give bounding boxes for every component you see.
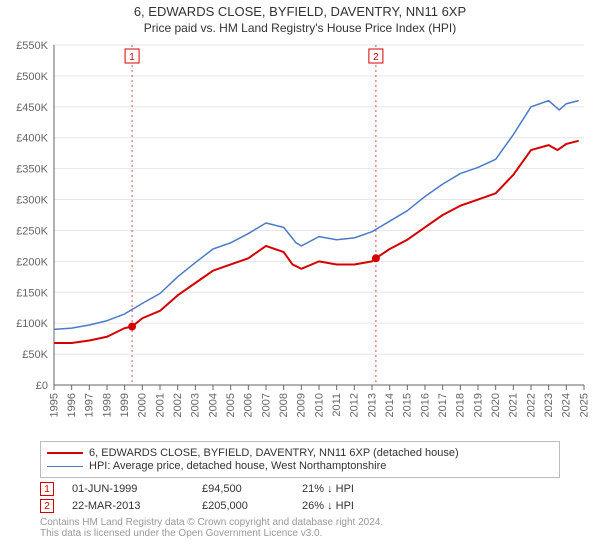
svg-text:2021: 2021	[508, 393, 520, 417]
svg-text:2019: 2019	[472, 393, 484, 417]
svg-text:2010: 2010	[313, 393, 325, 417]
svg-text:£100K: £100K	[16, 318, 48, 330]
svg-text:2007: 2007	[260, 393, 272, 417]
svg-text:2015: 2015	[402, 393, 414, 417]
svg-text:£550K: £550K	[16, 40, 48, 52]
svg-text:2: 2	[373, 52, 379, 63]
page-subtitle: Price paid vs. HM Land Registry's House …	[0, 21, 600, 35]
legend-label: 6, EDWARDS CLOSE, BYFIELD, DAVENTRY, NN1…	[89, 447, 459, 459]
svg-text:£450K: £450K	[16, 102, 48, 114]
svg-text:2022: 2022	[525, 393, 537, 417]
event-date: 01-JUN-1999	[72, 483, 202, 495]
svg-text:1: 1	[129, 52, 135, 63]
svg-text:£200K: £200K	[16, 256, 48, 268]
event-price: £205,000	[202, 500, 302, 512]
chart-legend: 6, EDWARDS CLOSE, BYFIELD, DAVENTRY, NN1…	[40, 441, 560, 478]
event-price: £94,500	[202, 483, 302, 495]
svg-text:£500K: £500K	[16, 71, 48, 83]
svg-text:2025: 2025	[578, 393, 590, 417]
event-row: 1 01-JUN-1999£94,50021% ↓ HPI	[40, 482, 560, 496]
svg-text:2012: 2012	[349, 393, 361, 417]
svg-text:1995: 1995	[48, 393, 60, 417]
event-marker-icon: 1	[40, 482, 54, 496]
events-table: 1 01-JUN-1999£94,50021% ↓ HPI 2 22-MAR-2013…	[40, 482, 560, 513]
footer-line1: Contains HM Land Registry data © Crown c…	[40, 517, 560, 528]
svg-text:2008: 2008	[278, 393, 290, 417]
svg-text:2005: 2005	[225, 393, 237, 417]
svg-text:1998: 1998	[101, 393, 113, 417]
svg-text:2016: 2016	[419, 393, 431, 417]
svg-text:£350K: £350K	[16, 164, 48, 176]
svg-text:2020: 2020	[490, 393, 502, 417]
svg-text:2001: 2001	[154, 393, 166, 417]
svg-text:2011: 2011	[331, 393, 343, 417]
svg-text:2003: 2003	[190, 393, 202, 417]
svg-text:2018: 2018	[455, 393, 467, 417]
svg-text:2002: 2002	[172, 393, 184, 417]
event-date: 22-MAR-2013	[72, 500, 202, 512]
svg-text:£150K: £150K	[16, 287, 48, 299]
footer-line2: This data is licensed under the Open Gov…	[40, 528, 560, 539]
legend-swatch	[47, 452, 83, 454]
event-row: 2 22-MAR-2013£205,00026% ↓ HPI	[40, 499, 560, 513]
legend-swatch	[47, 466, 83, 467]
price-chart: £0 £50K £100K £150K £200K £250K £300K £350K £400…	[0, 35, 600, 435]
page-title: 6, EDWARDS CLOSE, BYFIELD, DAVENTRY, NN1…	[0, 4, 600, 19]
legend-item: 6, EDWARDS CLOSE, BYFIELD, DAVENTRY, NN1…	[47, 447, 553, 459]
event-delta: 21% ↓ HPI	[302, 483, 422, 495]
svg-text:£400K: £400K	[16, 133, 48, 145]
svg-text:1999: 1999	[119, 393, 131, 417]
svg-text:2013: 2013	[366, 393, 378, 417]
svg-text:£250K: £250K	[16, 225, 48, 237]
svg-text:£300K: £300K	[16, 195, 48, 207]
svg-text:£50K: £50K	[22, 349, 48, 361]
svg-text:1997: 1997	[84, 393, 96, 417]
svg-text:2023: 2023	[543, 393, 555, 417]
svg-text:2004: 2004	[207, 393, 219, 417]
svg-text:2000: 2000	[137, 393, 149, 417]
svg-text:1996: 1996	[66, 393, 78, 417]
footer-attribution: Contains HM Land Registry data © Crown c…	[40, 517, 560, 539]
legend-label: HPI: Average price, detached house, West…	[89, 460, 386, 472]
svg-text:2024: 2024	[561, 393, 573, 417]
svg-text:£0: £0	[36, 380, 48, 392]
svg-text:2014: 2014	[384, 393, 396, 417]
chart-svg: £0 £50K £100K £150K £200K £250K £300K £350K £400…	[0, 35, 600, 435]
svg-text:2017: 2017	[437, 393, 449, 417]
svg-text:2009: 2009	[296, 393, 308, 417]
svg-text:2006: 2006	[243, 393, 255, 417]
event-delta: 26% ↓ HPI	[302, 500, 422, 512]
event-marker-icon: 2	[40, 499, 54, 513]
legend-item: HPI: Average price, detached house, West…	[47, 460, 553, 472]
